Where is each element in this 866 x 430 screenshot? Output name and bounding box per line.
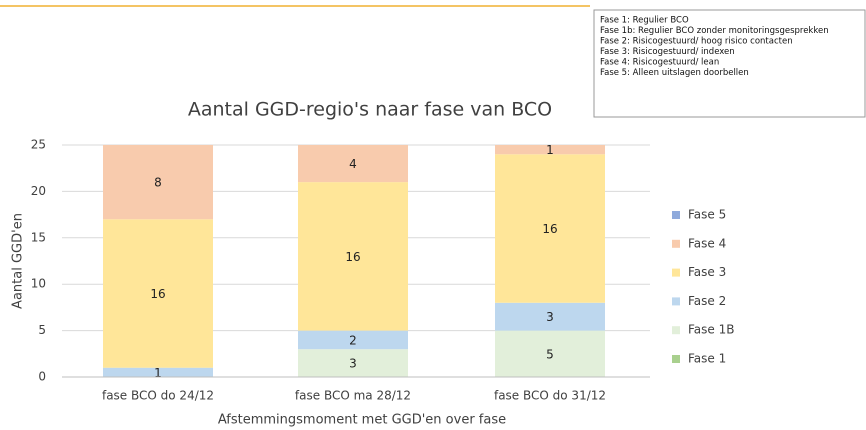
note-line: Fase 5: Alleen uitslagen doorbellen: [600, 68, 749, 78]
legend-label: Fase 3: [688, 265, 726, 279]
y-tick-label: 20: [31, 184, 46, 198]
bar-segment: [495, 154, 605, 303]
chart-title: Aantal GGD-regio's naar fase van BCO: [188, 99, 552, 121]
legend-label: Fase 1: [688, 352, 726, 366]
legend-swatch: [672, 268, 680, 277]
y-tick-label: 25: [31, 138, 46, 152]
y-tick-label: 5: [38, 323, 46, 337]
legend-swatch: [672, 326, 680, 335]
x-tick-label: fase BCO ma 28/12: [295, 389, 411, 403]
x-tick-label: fase BCO do 24/12: [102, 389, 214, 403]
notes-box: [593, 9, 866, 118]
y-tick-label: 0: [38, 370, 46, 384]
bar-segment: [298, 330, 408, 350]
bar-segment: [298, 349, 408, 377]
data-label: 16: [150, 287, 165, 301]
note-line: Fase 4: Risicogestuurd/ lean: [600, 58, 719, 68]
data-label: 16: [345, 250, 360, 264]
legend-label: Fase 1B: [688, 323, 734, 337]
data-label: 3: [349, 357, 357, 371]
x-axis-title: Afstemmingsmoment met GGD'en over fase: [218, 413, 506, 428]
y-axis-title: Aantal GGD'en: [11, 213, 26, 309]
data-label: 5: [546, 347, 554, 361]
bar-segment: [495, 145, 605, 155]
data-label: 2: [349, 333, 357, 347]
legend-label: Fase 4: [688, 236, 726, 250]
note-line: Fase 1b: Regulier BCO zonder monitorings…: [600, 26, 829, 36]
note-line: Fase 3: Risicogestuurd/ indexen: [600, 47, 735, 57]
data-label: 1: [546, 143, 554, 157]
legend-label: Fase 2: [688, 294, 726, 308]
data-label: 8: [154, 176, 162, 190]
legend-swatch: [672, 211, 680, 219]
bar-segment: [103, 145, 213, 220]
bar-segment: [495, 330, 605, 377]
data-label: 4: [349, 157, 357, 171]
bar-segment: [495, 302, 605, 331]
data-label: 3: [546, 310, 554, 324]
x-tick-label: fase BCO do 31/12: [494, 389, 606, 403]
legend-swatch: [672, 355, 680, 363]
legend-label: Fase 5: [688, 208, 726, 222]
bar-segment: [103, 367, 213, 377]
legend-swatch: [672, 297, 680, 306]
y-tick-label: 10: [31, 277, 46, 291]
note-line: Fase 2: Risicogestuurd/ hoog risico cont…: [600, 37, 793, 47]
y-tick-label: 15: [31, 230, 46, 244]
bar-segment: [103, 219, 213, 368]
legend-swatch: [672, 239, 680, 248]
data-label: 16: [542, 222, 557, 236]
data-label: 1: [154, 366, 162, 380]
bar-segment: [298, 145, 408, 183]
bar-segment: [298, 182, 408, 331]
note-line: Fase 1: Regulier BCO: [600, 16, 689, 26]
